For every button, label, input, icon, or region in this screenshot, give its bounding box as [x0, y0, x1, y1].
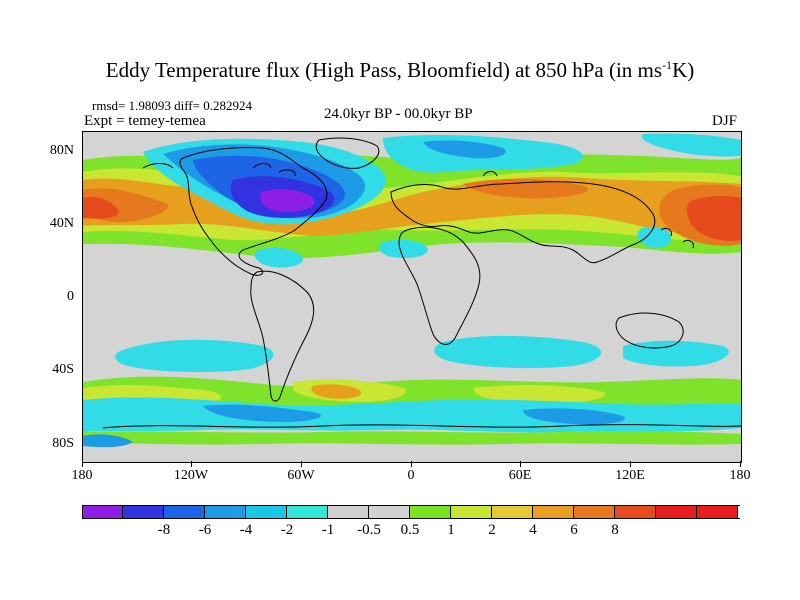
eddy-flux-map — [83, 132, 741, 462]
lat-label: 40N — [49, 216, 74, 231]
colorbar-swatch — [615, 505, 656, 519]
colorbar-swatch — [287, 505, 328, 519]
colorbar-label: 8 — [611, 522, 619, 538]
colorbar-swatch — [492, 505, 533, 519]
colorbar-label: -4 — [239, 522, 253, 538]
lat-label: 80S — [52, 436, 74, 451]
colorbar-label: -0.5 — [357, 522, 381, 538]
experiment-label: Expt = temey-temea — [84, 113, 206, 129]
colorbar-label: 2 — [488, 522, 496, 538]
x-tick — [191, 461, 192, 467]
colorbar-label: -1 — [321, 522, 335, 538]
map-panel — [82, 131, 742, 463]
lon-label: 0 — [407, 468, 415, 483]
colorbar — [82, 505, 738, 519]
colorbar-swatch — [328, 505, 369, 519]
colorbar-swatch — [697, 505, 738, 519]
colorbar-swatch — [123, 505, 164, 519]
lat-label: 0 — [67, 289, 74, 304]
colorbar-label: -6 — [198, 522, 212, 538]
period-label: 24.0kyr BP - 00.0kyr BP — [324, 106, 473, 122]
x-tick — [520, 461, 521, 467]
colorbar-label: -8 — [157, 522, 171, 538]
x-tick — [740, 461, 741, 467]
colorbar-label: 6 — [570, 522, 578, 538]
colorbar-swatch — [574, 505, 615, 519]
chart-title: Eddy Temperature flux (High Pass, Bloomf… — [105, 58, 695, 82]
colorbar-label: 1 — [447, 522, 455, 538]
colorbar-swatch — [82, 505, 123, 519]
lon-label: 180 — [729, 468, 751, 483]
x-tick — [630, 461, 631, 467]
lon-label: 180 — [71, 468, 93, 483]
x-tick — [82, 461, 83, 467]
colorbar-label: 4 — [529, 522, 537, 538]
colorbar-label: -2 — [280, 522, 294, 538]
colorbar-label: 0.5 — [400, 522, 420, 538]
x-tick — [301, 461, 302, 467]
colorbar-swatch — [164, 505, 205, 519]
lon-label: 60E — [508, 468, 532, 483]
season-label: DJF — [712, 113, 738, 129]
x-tick — [411, 461, 412, 467]
colorbar-frame — [82, 505, 740, 519]
colorbar-swatch — [246, 505, 287, 519]
colorbar-swatch — [410, 505, 451, 519]
lon-label: 60W — [287, 468, 315, 483]
lon-label: 120E — [615, 468, 645, 483]
colorbar-swatch — [205, 505, 246, 519]
stats-label: rmsd= 1.98093 diff= 0.282924 — [92, 98, 252, 113]
lat-label: 40S — [52, 362, 74, 377]
colorbar-swatch — [656, 505, 697, 519]
colorbar-swatch — [533, 505, 574, 519]
lat-label: 80N — [49, 143, 74, 158]
lon-label: 120W — [173, 468, 209, 483]
colorbar-swatch — [451, 505, 492, 519]
colorbar-swatch — [369, 505, 410, 519]
